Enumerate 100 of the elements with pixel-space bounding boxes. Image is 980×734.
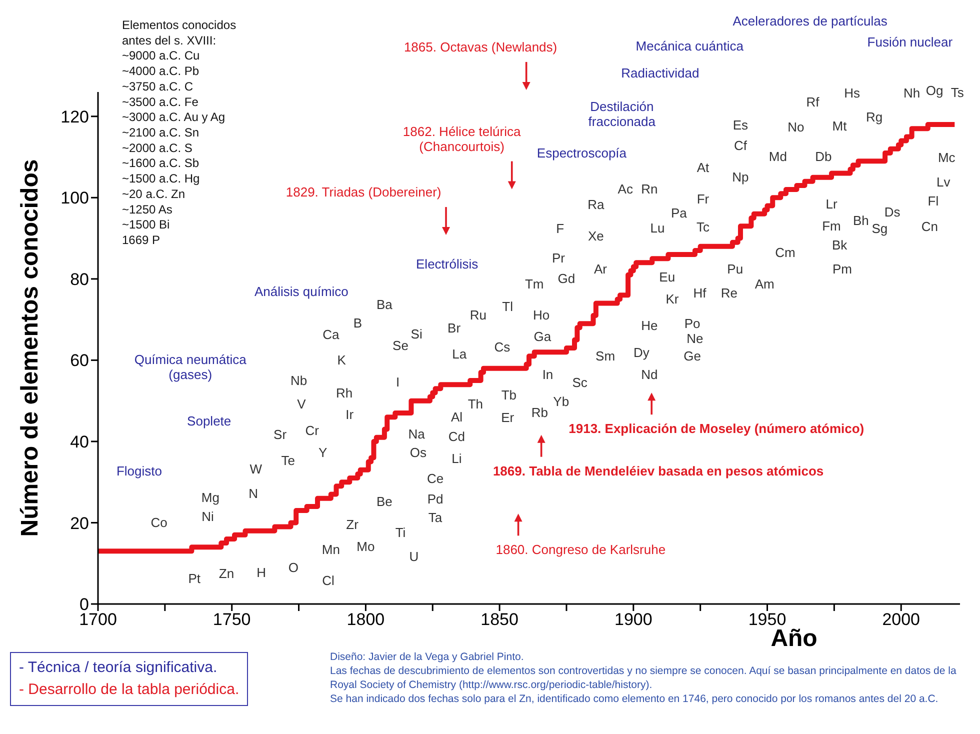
annotation: Br [448, 320, 462, 335]
annotation: Tl [502, 298, 514, 314]
annotation: Og [926, 82, 944, 98]
annotation: Na [408, 426, 426, 441]
text: Las fechas de descubrimiento de elementos son controvertidas y no siempre se conocen. Aquí se basan principalmente en datos de la Royal Society of Chemistry (http://www.rsc.org/periodic-table/history). [330, 664, 958, 692]
annotation: Pa [670, 204, 688, 220]
annotation: Ni [202, 508, 214, 524]
annotation: N [248, 486, 258, 501]
annotation: Am [754, 276, 774, 291]
annotation: Zr [346, 516, 360, 532]
text: Mecánica cuántica [636, 38, 744, 54]
text: - Técnica / teoría significativa. [19, 658, 218, 678]
annotation: Rg [866, 108, 883, 124]
annotation: Se [392, 338, 408, 353]
annotation: Ru [470, 306, 486, 322]
annotation: Ds [884, 204, 901, 219]
annotation: Cl [322, 572, 334, 588]
annotation: Rf [806, 94, 820, 109]
text: Aceleradores de partículas [732, 12, 888, 28]
annotation: Cr [305, 422, 320, 438]
annotation: O [288, 560, 298, 575]
annotation: Er [501, 410, 515, 425]
annotation: At [696, 160, 710, 175]
annotation: Th [468, 396, 484, 411]
annotation: Be [376, 494, 392, 509]
annotation: Cm [775, 244, 796, 260]
annotation: Md [768, 148, 787, 164]
annotation: La [452, 346, 468, 361]
annotation: V [297, 396, 306, 411]
annotation: Cn [921, 218, 938, 234]
annotation: Db [815, 148, 832, 164]
annotation: Ba [376, 296, 394, 312]
annotation: Ir [346, 406, 354, 422]
annotation: Bk [832, 236, 848, 252]
annotation: No [788, 119, 804, 134]
annotation: Pr [552, 250, 566, 265]
annotation: He [641, 318, 658, 333]
x-tick-label: 1900 [614, 610, 652, 630]
annotation: Química neumática (gases) [134, 351, 248, 382]
y-tick-label: 80 [70, 270, 89, 289]
annotation: Tb [501, 386, 517, 402]
annotation: Fl [928, 192, 939, 208]
annotation: Hs [844, 84, 861, 100]
annotation: K [337, 352, 346, 367]
annotation: 1869. Tabla de Mendeléiev basada en pesos atómicos [492, 462, 824, 478]
annotation: Sg [872, 220, 888, 236]
y-tick-label: 100 [60, 188, 89, 208]
text: 1865. Octavas (Newlands) [404, 38, 558, 54]
annotation: Soplete [187, 412, 232, 428]
annotation: Os [410, 444, 427, 460]
annotation: H [256, 564, 266, 580]
annotation: Análisis químico [254, 284, 348, 299]
text: - Desarrollo de la tabla periódica. [19, 680, 240, 700]
annotation: Nd [641, 366, 658, 382]
annotation: Fm [822, 218, 841, 233]
annotation: Rn [641, 180, 658, 196]
annotation: Ac [618, 180, 634, 196]
annotation: Electrólisis [416, 256, 479, 271]
annotation: Re [720, 284, 738, 300]
annotation: Zn [218, 566, 234, 581]
x-tick-label: 2000 [882, 610, 920, 630]
annotation: Espectroscopía [536, 145, 628, 160]
annotation: Lu [650, 220, 665, 235]
annotation: Hf [693, 284, 707, 300]
annotation: Flogisto [116, 462, 162, 478]
annotation: Tm [524, 276, 544, 291]
annotation: Nh [904, 84, 920, 100]
annotation: Te [281, 452, 295, 468]
annotation: B [353, 314, 362, 330]
annotation: Ca [322, 326, 340, 342]
annotation: Ga [534, 328, 552, 344]
annotation: Ne [686, 330, 704, 346]
annotation: Rb [531, 404, 548, 420]
annotation: Po [684, 316, 700, 331]
annotation: Ar [594, 260, 608, 276]
annotation: Al [450, 408, 463, 424]
annotation: Cs [494, 338, 511, 354]
annotation: Ho [533, 306, 550, 322]
annotation: Gd [558, 270, 576, 286]
annotation: Lr [826, 196, 838, 211]
annotation: Ti [395, 524, 406, 540]
annotation: Tc [696, 219, 710, 234]
annotation: Pm [832, 260, 852, 276]
annotation: Mc [938, 150, 956, 165]
annotation: Bh [852, 212, 869, 228]
annotation: Yb [553, 394, 570, 409]
annotation: Mg [201, 490, 220, 505]
y-tick-label: 120 [60, 107, 89, 126]
x-tick-label: 1750 [212, 610, 251, 630]
annotation: Mn [322, 542, 340, 557]
annotation: Pt [188, 570, 201, 586]
annotation: Ta [428, 510, 443, 525]
annotation: 1862. Hélice telúrica (Chancourtois) [402, 123, 522, 154]
y-axis-title: Número de elementos conocidos [16, 159, 44, 537]
annotation: Cd [448, 428, 466, 444]
text: Elementos conocidos antes del s. XVIII: ~9000 a.C. Cu ~4000 a.C. Pb ~3750 a.C. C ~3500 a.C. Fe ~3000 a.C. Au y Ag ~2100 a.C. Sn ~2000 a.C. S ~1600 a.C. Sb ~1500 a.C. Hg ~20 a.C. Zn ~1250 As ~1500 Bi 1669 P [122, 18, 236, 247]
annotation: Ts [950, 84, 964, 100]
annotation: Sm [596, 348, 616, 363]
annotation: Cf [734, 138, 748, 153]
annotation: Ra [588, 196, 605, 212]
